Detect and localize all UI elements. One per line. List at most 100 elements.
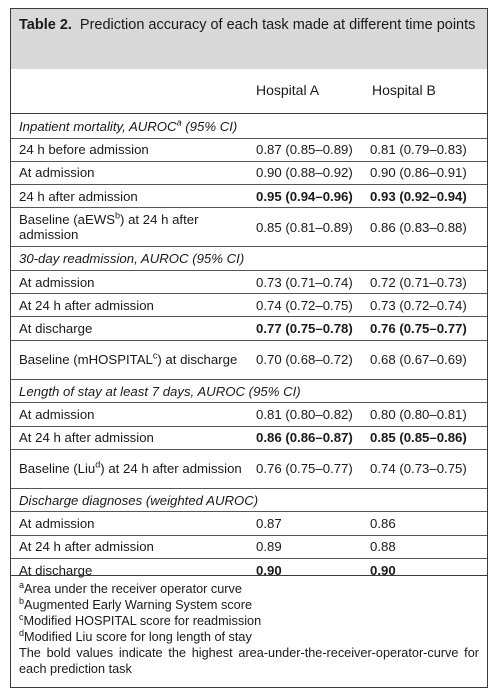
row-label: At admission <box>11 269 256 294</box>
cell-hospital-a: 0.76 (0.75–0.77) <box>256 448 370 489</box>
cell-hospital-b: 0.74 (0.73–0.75) <box>370 448 487 489</box>
cell-hospital-b: 0.81 (0.79–0.83) <box>370 137 487 162</box>
cell-hospital-a: 0.90 (0.88–0.92) <box>256 160 370 185</box>
table-row: At admission 0.90 (0.88–0.92) 0.90 (0.86–0… <box>11 160 487 185</box>
footnote-text: Modified Liu score for long length of st… <box>24 630 252 644</box>
column-header-hospital-a: Hospital A <box>256 82 320 98</box>
row-label: Baseline (aEWSb) at 24 h after admission <box>11 207 256 247</box>
row-label: 24 h after admission <box>11 184 256 208</box>
footnote-marker: c <box>152 350 158 361</box>
section-heading-text: 30-day readmission, AUROC (95% CI) <box>19 251 245 267</box>
row-label: Baseline (mHOSPITALc) at discharge <box>11 339 256 380</box>
footnote-marker: c <box>19 611 24 622</box>
cell-hospital-a: 0.95 (0.94–0.96) <box>256 184 370 208</box>
table-row: At 24 h after admission 0.89 0.88 <box>11 534 487 559</box>
footnote: aArea under the receiver operator curve <box>19 579 479 597</box>
row-label-main: At discharge <box>19 321 93 337</box>
row-label-text: At admission <box>19 516 95 531</box>
cell-hospital-a: 0.87 <box>256 511 370 536</box>
row-label: At 24 h after admission <box>11 425 256 450</box>
footnote-marker: b <box>115 211 121 221</box>
footnote: bAugmented Early Warning System score <box>19 595 479 613</box>
row-label: Baseline (Liud) at 24 h after admission <box>11 448 256 489</box>
table-frame: Table 2. Prediction accuracy of each task… <box>10 8 488 688</box>
section-heading-row: 30-day readmission, AUROC (95% CI) <box>11 246 487 271</box>
row-label: 24 h before admission <box>11 137 256 162</box>
results-table: Inpatient mortality, AUROCa (95% CI) 24 h… <box>11 115 487 582</box>
table-caption: Table 2. Prediction accuracy of each task… <box>11 9 487 69</box>
row-label: At discharge <box>11 316 256 341</box>
column-header-hospital-b: Hospital B <box>372 82 436 98</box>
table-row: Baseline (Liud) at 24 h after admission 0… <box>11 448 487 489</box>
section-heading-text: Length of stay at least 7 days, AUROC (9… <box>19 383 301 399</box>
row-label-text: 24 h after admission <box>19 189 138 204</box>
table-row: 24 h before admission 0.87 (0.85–0.89) 0.8… <box>11 137 487 162</box>
section-heading-row: Inpatient mortality, AUROCa (95% CI) <box>11 115 487 138</box>
row-label-main: At 24 h after admission <box>19 297 154 313</box>
row-label-text: 24 h before admission <box>19 142 149 157</box>
row-label-suffix: ) at discharge <box>157 352 238 368</box>
bold-values-note: The bold values indicate the highest are… <box>19 646 479 676</box>
footnote-text: Area under the receiver operator curve <box>24 582 242 596</box>
cell-hospital-a: 0.87 (0.85–0.89) <box>256 137 370 162</box>
section-heading: Discharge diagnoses (weighted AUROC) <box>11 487 487 512</box>
cell-hospital-a: 0.70 (0.68–0.72) <box>256 339 370 380</box>
row-label-suffix: ) at 24 h after admission <box>19 212 199 243</box>
section-heading-text: Discharge diagnoses (weighted AUROC) <box>19 492 259 508</box>
row-label-text: Baseline (Liud) at 24 h after admission <box>19 459 256 477</box>
row-label-text: Baseline (aEWSb) at 24 h after admission <box>19 211 256 243</box>
row-label: At admission <box>11 511 256 536</box>
table-row: 24 h after admission 0.95 (0.94–0.96) 0.93… <box>11 184 487 208</box>
footnote-marker: a <box>176 117 182 128</box>
footnote-text: Modified HOSPITAL score for readmission <box>23 614 262 628</box>
section-heading-row: Length of stay at least 7 days, AUROC (9… <box>11 378 487 403</box>
row-label-main: At admission <box>19 165 95 181</box>
row-label: At 24 h after admission <box>11 293 256 317</box>
table-footnotes: aArea under the receiver operator curve b… <box>11 575 487 677</box>
row-label-text: At admission <box>19 165 95 180</box>
row-label-main: Baseline (aEWS <box>19 212 116 228</box>
row-label-text: At discharge <box>19 321 92 336</box>
row-label: At admission <box>11 402 256 427</box>
footnote-marker: a <box>19 579 25 590</box>
row-label-text: At 24 h after admission <box>19 539 154 554</box>
cell-hospital-a: 0.73 (0.71–0.74) <box>256 269 370 294</box>
row-label-main: Baseline (Liu <box>19 461 96 477</box>
row-label-main: At 24 h after admission <box>19 430 154 446</box>
cell-hospital-a: 0.81 (0.80–0.82) <box>256 402 370 427</box>
row-label-main: At admission <box>19 516 95 532</box>
cell-hospital-b: 0.86 <box>370 511 487 536</box>
footnote-marker: d <box>95 459 101 470</box>
cell-hospital-a: 0.77 (0.75–0.78) <box>256 316 370 341</box>
row-label-text: Baseline (mHOSPITALc) at discharge <box>19 350 256 368</box>
cell-hospital-b: 0.88 <box>370 534 487 559</box>
cell-hospital-b: 0.68 (0.67–0.69) <box>370 339 487 380</box>
footnote-text: Augmented Early Warning System score <box>24 598 253 612</box>
row-label-main: At 24 h after admission <box>19 539 154 555</box>
cell-hospital-a: 0.85 (0.81–0.89) <box>256 207 370 247</box>
cell-hospital-b: 0.72 (0.71–0.73) <box>370 269 487 294</box>
footnote-marker: b <box>19 595 25 606</box>
row-label-text: At 24 h after admission <box>19 430 154 445</box>
section-heading: 30-day readmission, AUROC (95% CI) <box>11 246 487 271</box>
cell-hospital-b: 0.93 (0.92–0.94) <box>370 184 487 208</box>
table-row: At discharge 0.77 (0.75–0.78) 0.76 (0.75–0… <box>11 316 487 341</box>
cell-hospital-b: 0.85 (0.85–0.86) <box>370 425 487 450</box>
row-label: At admission <box>11 160 256 185</box>
table-row: Baseline (aEWSb) at 24 h after admission… <box>11 207 487 247</box>
section-heading-text: Inpatient mortality, AUROC <box>19 118 177 134</box>
table-label: Table 2. <box>19 17 72 33</box>
row-label-suffix: ) at 24 h after admission <box>100 461 242 477</box>
section-heading-row: Discharge diagnoses (weighted AUROC) <box>11 487 487 512</box>
table-title: Prediction accuracy of each task made at… <box>79 17 476 33</box>
row-label-text: At admission <box>19 407 95 422</box>
row-label-main: 24 h before admission <box>19 142 149 158</box>
section-heading-suffix: (95% CI) <box>181 118 238 134</box>
row-label-main: At admission <box>19 274 95 290</box>
column-header-row: Hospital A Hospital B <box>11 69 487 114</box>
footnote: dModified Liu score for long length of s… <box>19 628 479 645</box>
row-label: At 24 h after admission <box>11 534 256 559</box>
cell-hospital-b: 0.80 (0.80–0.81) <box>370 402 487 427</box>
section-heading: Inpatient mortality, AUROCa (95% CI) <box>11 115 487 138</box>
row-label-main: 24 h after admission <box>19 188 138 204</box>
